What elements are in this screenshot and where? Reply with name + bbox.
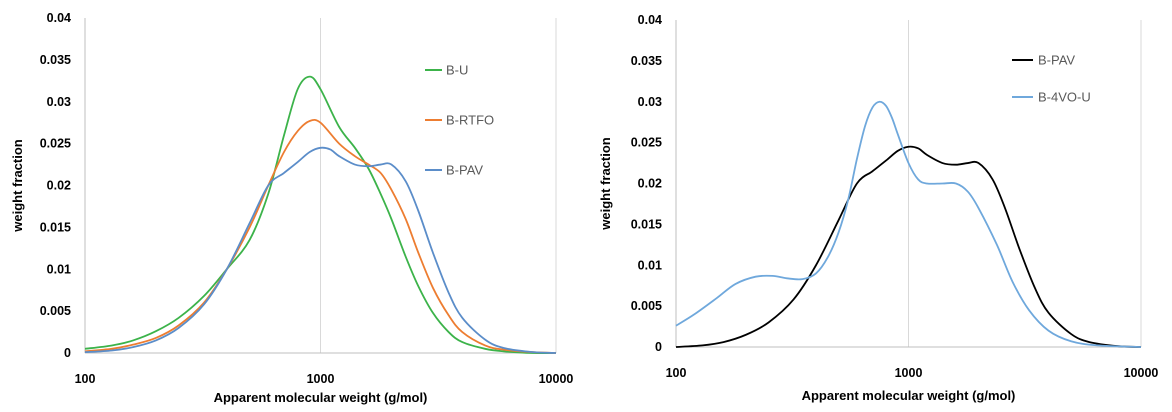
line-chart-left: 0 0.005 0.01 0.015 0.02 0.025 0.03 0.035 0.04 100… xyxy=(10,11,574,405)
chart-panel-left: 0 0.005 0.01 0.015 0.02 0.025 0.03 0.035 0.04 100… xyxy=(10,11,574,405)
y-tick-label: 0 xyxy=(64,346,71,360)
x-tick-label: 100 xyxy=(666,366,687,380)
x-tick-label: 1000 xyxy=(895,366,923,380)
y-tick-label: 0.04 xyxy=(47,11,71,25)
legend-label-b-u: B-U xyxy=(446,63,468,78)
y-tick-label: 0.025 xyxy=(631,136,662,150)
x-tick-label: 10000 xyxy=(1124,366,1159,380)
line-chart-right: 0 0.005 0.01 0.015 0.02 0.025 0.03 0.035 0.04 100… xyxy=(598,13,1159,403)
series-line-b-pav xyxy=(84,146,557,354)
y-tick-label: 0.035 xyxy=(40,53,71,67)
y-tick-label: 0.025 xyxy=(40,137,71,151)
y-tick-label: 0.01 xyxy=(47,262,71,276)
x-tick-label: 100 xyxy=(75,372,96,386)
series-line-b-u xyxy=(84,75,557,355)
y-tick-label: 0.03 xyxy=(638,95,662,109)
legend-label-b-pav: B-PAV xyxy=(1038,53,1075,68)
y-axis-title: weight fraction xyxy=(598,137,613,231)
y-tick-label: 0.005 xyxy=(40,304,71,318)
series-line-b-pav xyxy=(675,145,1142,348)
y-tick-label: 0.015 xyxy=(631,217,662,231)
series-line-b-4vo-u xyxy=(675,100,1142,348)
x-tick-label: 1000 xyxy=(307,372,335,386)
legend-label-b-4vo-u: B-4VO-U xyxy=(1038,90,1091,105)
y-axis-title: weight fraction xyxy=(10,139,25,233)
series-line-b-rtfo xyxy=(84,119,557,354)
chart-panel-right: 0 0.005 0.01 0.015 0.02 0.025 0.03 0.035 0.04 100… xyxy=(586,0,1172,412)
y-tick-label: 0.005 xyxy=(631,299,662,313)
x-axis-title: Apparent molecular weight (g/mol) xyxy=(802,388,1016,403)
y-tick-label: 0.04 xyxy=(638,13,662,27)
y-tick-label: 0 xyxy=(655,340,662,354)
legend-label-b-rtfo: B-RTFO xyxy=(446,113,494,128)
y-tick-label: 0.015 xyxy=(40,220,71,234)
y-tick-label: 0.02 xyxy=(47,179,71,193)
y-tick-label: 0.035 xyxy=(631,54,662,68)
x-axis-title: Apparent molecular weight (g/mol) xyxy=(214,390,428,405)
y-tick-label: 0.01 xyxy=(638,258,662,272)
legend-label-b-pav: B-PAV xyxy=(446,163,483,178)
x-tick-label: 10000 xyxy=(539,372,574,386)
y-tick-label: 0.02 xyxy=(638,177,662,191)
y-tick-label: 0.03 xyxy=(47,95,71,109)
